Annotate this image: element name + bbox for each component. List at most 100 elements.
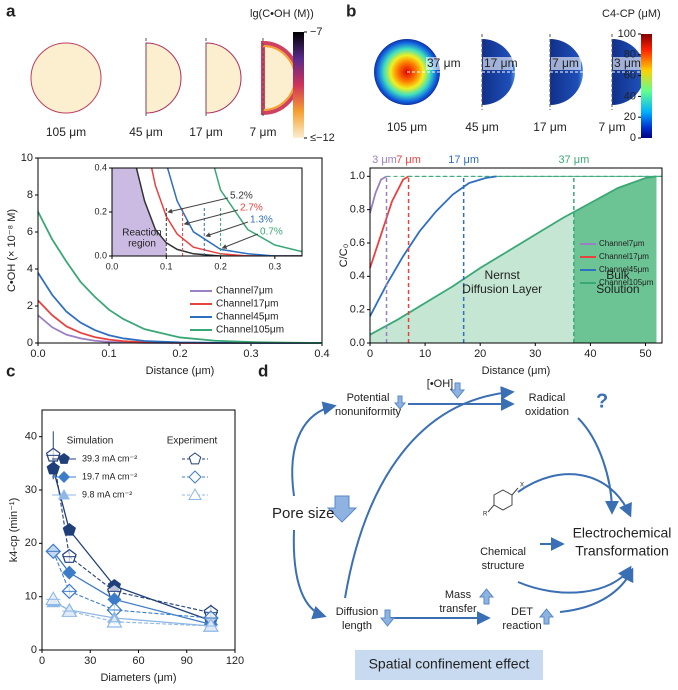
node-text: DET	[511, 606, 533, 618]
down-arrow-icon	[326, 495, 358, 523]
colorbar-title: lg(C•OH (M))	[250, 8, 314, 20]
y-tick-label: 1.0	[350, 170, 365, 182]
legend-marker	[188, 452, 202, 465]
region-label: Solution	[596, 282, 639, 296]
series-line	[369, 175, 497, 317]
percent-label: 2.7%	[240, 203, 263, 214]
x-tick-label: 0.0	[106, 261, 119, 271]
node-text: Pore size	[272, 505, 335, 522]
x-tick-label: 90	[181, 655, 193, 667]
legend-label: Channel45μm	[599, 265, 649, 274]
y-tick-label: 10	[25, 591, 37, 603]
y-tick-label: 4	[27, 263, 33, 275]
node-text: length	[342, 620, 372, 632]
image-label: 105 μm	[387, 120, 427, 134]
colorbar-tick-label: ≤−12	[310, 132, 335, 144]
node-text: reaction	[502, 620, 541, 632]
node-text: structure	[482, 560, 525, 572]
panel-label: a	[6, 1, 16, 20]
y-tick-label: 6	[27, 226, 33, 238]
y-tick-label: 0.4	[350, 270, 365, 282]
y-tick-label: 0.0	[94, 250, 107, 260]
panel-label: b	[346, 1, 356, 20]
x-tick-label: 0.2	[172, 348, 187, 360]
icon-label: R	[483, 512, 488, 518]
region-label: Reaction	[122, 228, 161, 239]
plot-frame	[111, 167, 303, 257]
question-mark: ?	[596, 390, 608, 412]
inner-label-bg	[551, 57, 581, 70]
experiment-marker	[45, 591, 62, 606]
y-tick-label: 0.4	[94, 162, 107, 172]
inner-label: 7 μm	[552, 56, 579, 70]
legend-label: Channel45μm	[216, 312, 278, 323]
inner-label: 3 μm	[614, 56, 641, 70]
y-tick-label: 0	[27, 337, 33, 349]
percent-label: 1.3%	[250, 215, 273, 226]
colorbar	[293, 32, 304, 138]
node-text: Transformation	[575, 543, 669, 559]
x-tick-label: 50	[639, 348, 651, 360]
fit-line-dashed	[52, 551, 211, 619]
colorbar-tick-label: 60	[624, 70, 636, 82]
arrow	[559, 567, 634, 613]
x-tick-label: 0.3	[243, 348, 258, 360]
bond	[487, 504, 495, 513]
thickness-label: 17 μm	[448, 154, 479, 166]
node-text: Electrochemical	[573, 525, 672, 541]
legend-marker	[58, 453, 70, 464]
node-text: oxidation	[525, 406, 569, 418]
channel-image	[145, 42, 182, 114]
icon-label: X	[520, 483, 524, 489]
experiment-marker	[45, 447, 61, 462]
label-arrow	[167, 197, 229, 214]
x-tick-label: 10	[419, 348, 431, 360]
down-arrow-icon	[449, 382, 466, 399]
x-tick-label: 30	[84, 655, 96, 667]
channel-image	[30, 42, 102, 114]
image-label: 7 μm	[250, 125, 277, 139]
y-tick-label: 10	[21, 152, 33, 164]
image-label: 105 μm	[46, 125, 86, 139]
inner-label: 37 μm	[427, 56, 461, 70]
y-tick-label: 0.2	[94, 206, 107, 216]
node-text: Radical	[529, 392, 566, 404]
benzene-icon	[493, 489, 513, 511]
bond	[511, 487, 519, 496]
down-arrow-icon	[379, 609, 396, 627]
inset-line	[166, 168, 302, 256]
plot-frame	[41, 409, 236, 651]
node-text: Potential	[347, 392, 390, 404]
node-text: transfer	[439, 603, 477, 615]
y-tick-label: 0.2	[350, 304, 365, 316]
y-tick-label: 0.6	[350, 237, 365, 249]
node-text: [•OH]	[427, 378, 453, 390]
label-arrow	[221, 233, 259, 249]
reaction-region	[112, 168, 167, 256]
x-tick-label: 120	[226, 655, 244, 667]
thickness-label: 3 μm	[372, 154, 397, 166]
x-axis-title: Distance (μm)	[146, 365, 215, 377]
region-label: Bulk	[606, 268, 630, 282]
arrow	[517, 473, 632, 518]
x-tick-label: 0.4	[314, 348, 329, 360]
panel-label: d	[258, 361, 268, 380]
simulation-marker	[107, 592, 122, 607]
panel-label: c	[6, 361, 15, 380]
effect-box	[355, 650, 543, 680]
legend-label: Channel105μm	[216, 325, 284, 336]
plot-frame	[37, 157, 323, 344]
percent-label: 0.7%	[260, 227, 283, 238]
y-tick-label: 20	[25, 537, 37, 549]
experiment-marker	[202, 617, 219, 632]
legend-label: 39.3 mA cm⁻²	[82, 453, 137, 463]
legend-label: Channel17μm	[599, 252, 649, 261]
colorbar-tick-label: 80	[624, 49, 636, 61]
node-text: Chemical	[480, 546, 526, 558]
colorbar-tick-label: 40	[624, 90, 636, 102]
label-arrow	[205, 221, 249, 238]
inset-line	[135, 168, 302, 256]
image-label: 7 μm	[599, 120, 626, 134]
label-arrow	[183, 209, 239, 226]
